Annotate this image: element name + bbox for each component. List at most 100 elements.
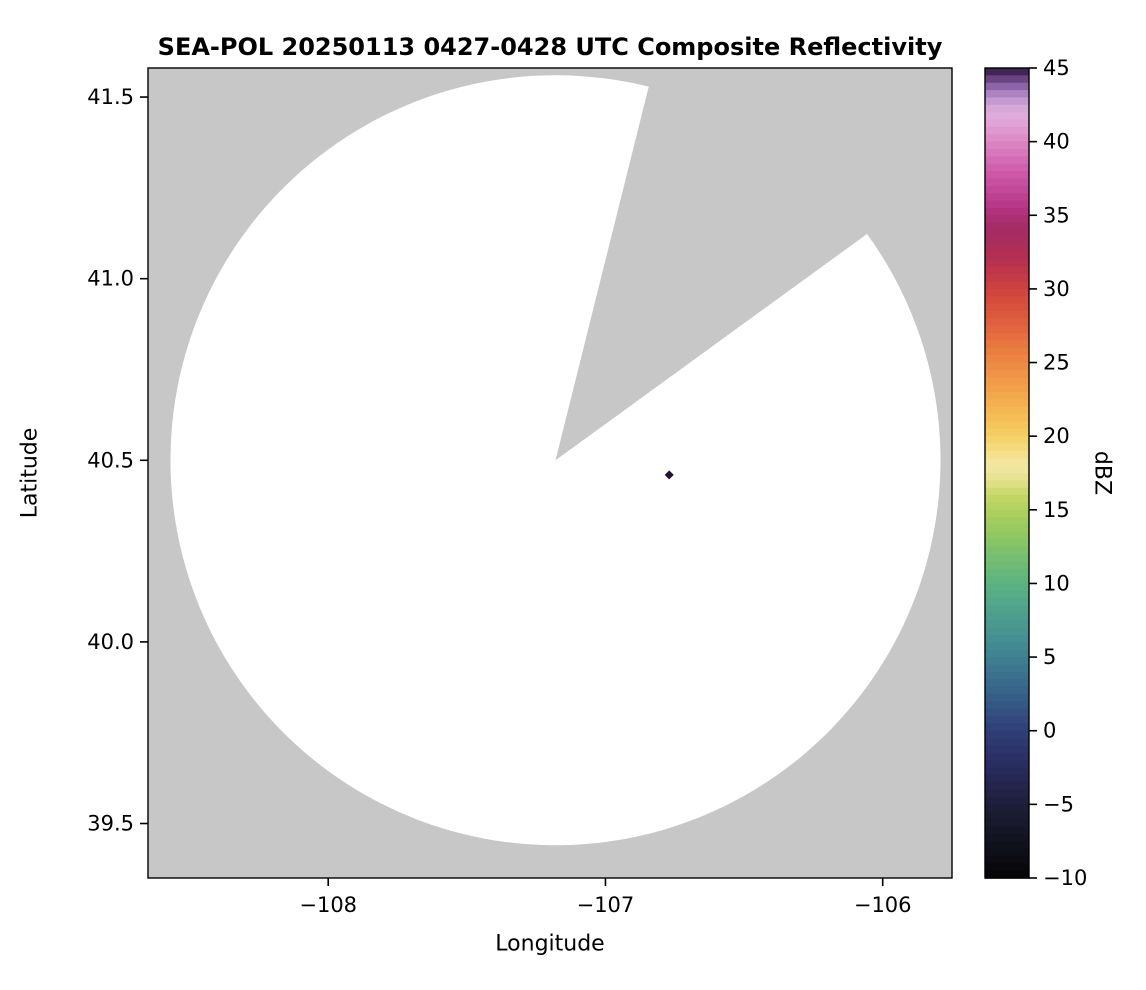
colorbar-band: [985, 679, 1029, 688]
colorbar-band: [985, 531, 1029, 540]
colorbar-band: [985, 97, 1029, 106]
colorbar-band: [985, 288, 1029, 297]
colorbar-band: [985, 752, 1029, 761]
colorbar-band: [985, 745, 1029, 754]
colorbar-band: [985, 708, 1029, 717]
colorbar-band: [985, 450, 1029, 459]
colorbar-band: [985, 671, 1029, 680]
colorbar-band: [985, 215, 1029, 224]
y-tick-label: 41.5: [87, 85, 134, 109]
colorbar-band: [985, 487, 1029, 496]
colorbar-band: [985, 642, 1029, 651]
colorbar-band: [985, 664, 1029, 673]
colorbar-band: [985, 230, 1029, 239]
colorbar-band: [985, 635, 1029, 644]
colorbar-tick-label: 20: [1043, 424, 1070, 448]
colorbar-band: [985, 797, 1029, 806]
colorbar-band: [985, 185, 1029, 194]
colorbar-band: [985, 311, 1029, 320]
colorbar-band: [985, 826, 1029, 835]
colorbar-band: [985, 384, 1029, 393]
colorbar-tick-label: 40: [1043, 130, 1070, 154]
x-tick-label: −108: [299, 893, 357, 917]
colorbar-band: [985, 406, 1029, 415]
colorbar-band: [985, 421, 1029, 430]
chart-title: SEA-POL 20250113 0427-0428 UTC Composite…: [157, 33, 943, 61]
colorbar-band: [985, 716, 1029, 725]
colorbar-band: [985, 266, 1029, 275]
colorbar-band: [985, 126, 1029, 135]
axes-frame: [147, 67, 953, 879]
colorbar-band: [985, 399, 1029, 408]
colorbar-tick-label: −10: [1043, 866, 1087, 890]
colorbar-band: [985, 657, 1029, 666]
colorbar-tick-label: 45: [1043, 56, 1070, 80]
y-tick-label: 41.0: [87, 267, 134, 291]
y-tick-label: 39.5: [87, 812, 134, 836]
colorbar-band: [985, 340, 1029, 349]
colorbar-band: [985, 841, 1029, 850]
colorbar-band: [985, 347, 1029, 356]
colorbar-band: [985, 104, 1029, 113]
colorbar-band: [985, 819, 1029, 828]
colorbar-band: [985, 693, 1029, 702]
colorbar-band: [985, 163, 1029, 172]
colorbar-band: [985, 68, 1029, 77]
colorbar-band: [985, 539, 1029, 548]
colorbar-band: [985, 178, 1029, 187]
colorbar-band: [985, 303, 1029, 312]
colorbar-tick-label: 15: [1043, 498, 1070, 522]
colorbar-band: [985, 149, 1029, 158]
colorbar-band: [985, 568, 1029, 577]
colorbar-band: [985, 495, 1029, 504]
colorbar-band: [985, 259, 1029, 268]
colorbar-band: [985, 848, 1029, 857]
colorbar-band: [985, 833, 1029, 842]
colorbar-band: [985, 458, 1029, 467]
colorbar-band: [985, 428, 1029, 437]
colorbar-band: [985, 443, 1029, 452]
x-tick-label: −107: [577, 893, 635, 917]
colorbar-band: [985, 767, 1029, 776]
colorbar-band: [985, 392, 1029, 401]
colorbar-band: [985, 141, 1029, 150]
colorbar-band: [985, 649, 1029, 658]
colorbar-band: [985, 730, 1029, 739]
colorbar-tick-label: 0: [1043, 719, 1056, 743]
colorbar-band: [985, 576, 1029, 585]
colorbar-band: [985, 620, 1029, 629]
colorbar-label: dBZ: [1089, 450, 1115, 496]
x-axis-label: Longitude: [495, 931, 605, 957]
colorbar-band: [985, 598, 1029, 607]
colorbar-band: [985, 612, 1029, 621]
colorbar-band: [985, 90, 1029, 99]
colorbar-tick-label: 10: [1043, 571, 1070, 595]
colorbar-band: [985, 701, 1029, 710]
y-axis-label: Latitude: [17, 427, 43, 519]
colorbar-band: [985, 760, 1029, 769]
colorbar-band: [985, 193, 1029, 202]
colorbar-band: [985, 333, 1029, 342]
colorbar-band: [985, 605, 1029, 614]
colorbar-band: [985, 686, 1029, 695]
colorbar-band: [985, 524, 1029, 533]
colorbar-band: [985, 237, 1029, 246]
colorbar-band: [985, 870, 1029, 879]
colorbar-band: [985, 723, 1029, 732]
colorbar-band: [985, 119, 1029, 128]
colorbar-band: [985, 112, 1029, 121]
colorbar-band: [985, 156, 1029, 165]
colorbar-band: [985, 377, 1029, 386]
colorbar-band: [985, 561, 1029, 570]
radar-coverage-area: [170, 75, 941, 846]
colorbar-band: [985, 738, 1029, 747]
colorbar-band: [985, 436, 1029, 445]
colorbar-band: [985, 274, 1029, 283]
colorbar-band: [985, 855, 1029, 864]
colorbar-band: [985, 782, 1029, 791]
colorbar-band: [985, 244, 1029, 253]
colorbar-band: [985, 296, 1029, 305]
colorbar-band: [985, 414, 1029, 423]
colorbar-band: [985, 171, 1029, 180]
